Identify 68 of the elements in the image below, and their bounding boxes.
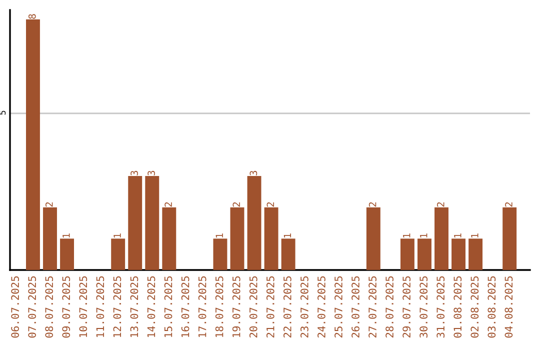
bar	[434, 207, 448, 270]
x-tick-label: 01.08.2025	[454, 276, 462, 338]
x-tick-label: 17.07.2025	[198, 276, 206, 338]
data-label: 1	[216, 233, 223, 238]
data-label: 3	[250, 170, 258, 176]
x-tick-label: 11.07.2025	[96, 276, 104, 338]
data-label: 1	[454, 233, 462, 238]
x-tick-label: 03.08.2025	[488, 276, 496, 338]
x-tick-label: 09.07.2025	[62, 276, 70, 338]
data-label: 8	[28, 14, 36, 19]
x-tick-label: 19.07.2025	[232, 276, 240, 338]
x-tick-label: 27.07.2025	[368, 276, 376, 338]
x-tick-label: 18.07.2025	[215, 276, 224, 338]
x-tick-label: 10.07.2025	[79, 276, 88, 338]
data-label: 1	[284, 233, 292, 238]
bar	[145, 176, 160, 270]
bar	[468, 238, 483, 270]
x-tick-label: 21.07.2025	[266, 276, 274, 338]
bar	[162, 207, 176, 270]
data-label: 1	[114, 233, 121, 238]
bar	[452, 238, 466, 270]
data-label: 1	[403, 233, 410, 238]
x-tick-label: 25.07.2025	[334, 276, 342, 338]
x-tick-label: 14.07.2025	[147, 276, 156, 338]
x-tick-label: 29.07.2025	[402, 276, 410, 338]
data-label: 1	[420, 233, 428, 238]
x-tick-label: 06.07.2025	[11, 276, 20, 338]
bar	[366, 207, 380, 270]
data-label: 2	[164, 202, 172, 207]
data-label: 2	[505, 202, 512, 207]
x-tick-label: 24.07.2025	[318, 276, 326, 338]
data-label: 3	[148, 170, 155, 176]
x-tick-label: 20.07.2025	[249, 276, 258, 338]
bar	[26, 19, 40, 270]
data-label: 2	[436, 202, 444, 207]
bar	[281, 238, 296, 270]
data-label: 2	[232, 202, 240, 207]
bar	[417, 238, 432, 270]
bar	[400, 238, 414, 270]
data-label: 1	[471, 233, 478, 238]
x-tick-label: 26.07.2025	[352, 276, 360, 338]
bar	[264, 207, 278, 270]
x-tick-label: 07.07.2025	[28, 276, 36, 338]
bar	[213, 238, 228, 270]
x-tick-label: 22.07.2025	[283, 276, 292, 338]
x-tick-label: 02.08.2025	[470, 276, 479, 338]
x-tick-label: 31.07.2025	[436, 276, 445, 338]
bar	[60, 238, 74, 270]
x-tick-label: 12.07.2025	[113, 276, 122, 338]
data-label: 1	[62, 233, 70, 238]
x-tick-label: 08.07.2025	[45, 276, 54, 338]
data-label: 2	[266, 202, 274, 207]
x-tick-label: 28.07.2025	[386, 276, 394, 338]
x-tick-label: 13.07.2025	[130, 276, 138, 338]
bar	[247, 176, 262, 270]
data-label: 3	[130, 170, 138, 176]
x-tick-label: 23.07.2025	[300, 276, 308, 338]
bar	[111, 238, 126, 270]
bar	[502, 207, 517, 270]
bar	[230, 207, 244, 270]
x-tick-label: 16.07.2025	[181, 276, 190, 338]
x-tick-label: 30.07.2025	[420, 276, 428, 338]
data-label: 2	[368, 202, 376, 207]
x-tick-label: 15.07.2025	[164, 276, 172, 338]
bar	[43, 207, 57, 270]
x-tick-label: 04.08.2025	[504, 276, 513, 338]
data-label: 2	[45, 202, 53, 207]
bar	[128, 176, 142, 270]
